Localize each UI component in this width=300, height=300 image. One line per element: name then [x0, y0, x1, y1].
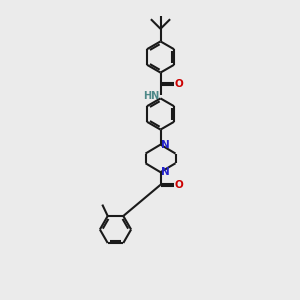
Text: HN: HN — [143, 91, 159, 101]
Text: O: O — [174, 79, 183, 89]
Text: N: N — [161, 140, 170, 150]
Text: N: N — [161, 167, 170, 177]
Text: O: O — [174, 180, 183, 190]
